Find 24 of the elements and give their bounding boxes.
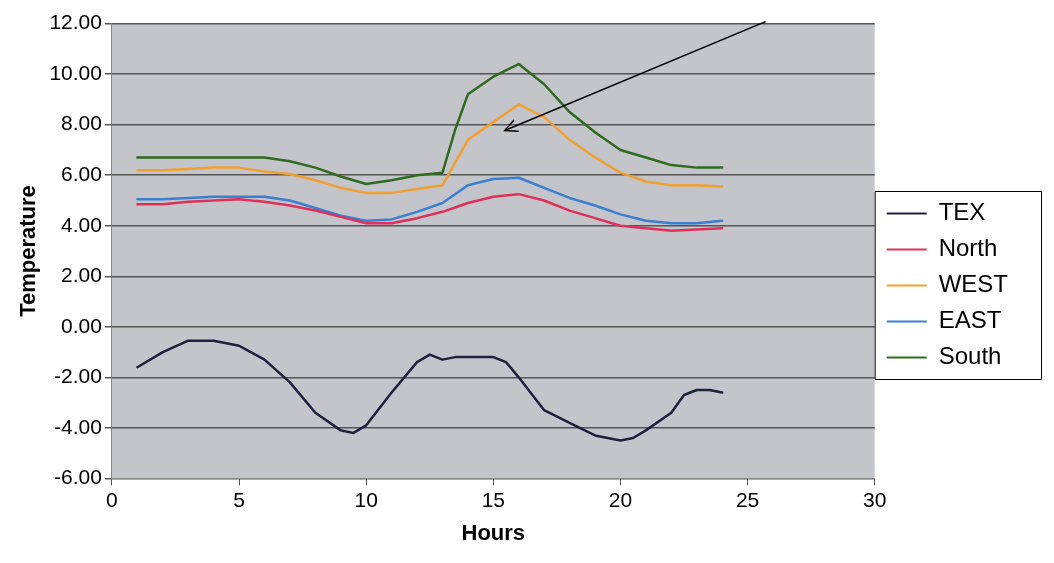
x-tick-label: 10	[354, 487, 378, 511]
legend-label: EAST	[938, 306, 1002, 334]
y-tick-label: -4.00	[54, 414, 102, 438]
legend-label: North	[938, 234, 998, 262]
x-tick-label: 5	[233, 487, 245, 511]
y-axis-title: Temperature	[15, 185, 41, 317]
x-tick-label: 15	[481, 487, 505, 511]
x-tick-label: 0	[106, 487, 118, 511]
y-tick-label: 2.00	[61, 263, 102, 287]
y-tick-label: 6.00	[61, 162, 102, 185]
x-axis-title: Hours	[461, 519, 526, 545]
y-tick-label: -6.00	[54, 465, 102, 489]
legend-label: WEST	[938, 270, 1009, 298]
x-tick-label: 30	[862, 487, 887, 511]
y-tick-label: 0.00	[61, 313, 102, 337]
x-tick-label: 20	[608, 487, 633, 511]
x-tick-label: 25	[735, 487, 760, 511]
y-tick-label: -2.00	[54, 364, 102, 388]
y-tick-label: 12.00	[49, 10, 102, 34]
y-tick-label: 8.00	[61, 111, 102, 135]
legend-label: South	[938, 342, 1002, 370]
y-tick-label: 10.00	[49, 60, 102, 84]
legend-label: TEX	[938, 198, 986, 226]
y-tick-label: 4.00	[61, 212, 102, 236]
